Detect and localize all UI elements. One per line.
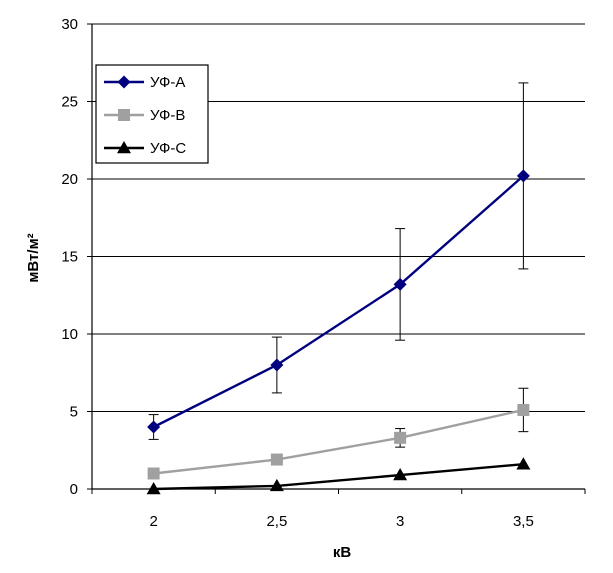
y-axis-title: мВт/м² <box>25 233 42 282</box>
data-point <box>393 468 408 481</box>
y-tick-label: 30 <box>61 16 78 33</box>
series-line <box>153 174 525 429</box>
x-tick-label: 3 <box>396 513 404 530</box>
data-point <box>516 169 530 183</box>
data-point <box>147 467 160 480</box>
legend-marker <box>118 109 130 121</box>
x-axis-title: кВ <box>333 544 352 561</box>
y-tick-label: 10 <box>61 326 78 343</box>
data-point <box>146 482 161 495</box>
data-point <box>269 478 284 492</box>
y-tick-label: 15 <box>61 249 78 266</box>
x-tick-label: 2,5 <box>266 513 287 530</box>
x-tick-labels: 2 2,5 3 3,5 <box>91 489 586 530</box>
y-tick-label: 20 <box>61 171 78 188</box>
legend-label: УФ-А <box>150 74 185 91</box>
series-3 <box>146 457 531 495</box>
y-tick-labels: 0 5 10 15 20 25 30 <box>61 16 92 498</box>
data-point <box>393 277 407 291</box>
legend-marker <box>117 75 131 89</box>
data-point <box>394 431 407 444</box>
y-tick-label: 0 <box>70 481 78 498</box>
series-layer <box>146 82 531 495</box>
series-line <box>153 463 524 491</box>
data-point <box>270 453 283 466</box>
legend-item: УФ-В <box>104 107 185 124</box>
legend-item: УФ-А <box>104 74 185 91</box>
data-point <box>270 358 284 372</box>
data-point <box>516 457 531 470</box>
x-tick-label: 3,5 <box>513 513 534 530</box>
y-tick-label: 25 <box>61 94 78 111</box>
x-tick-label: 2 <box>149 513 157 530</box>
series-line <box>153 408 524 475</box>
legend-item: УФ-С <box>104 140 186 157</box>
legend-marker <box>117 141 131 154</box>
series-2 <box>147 387 530 480</box>
series-1 <box>147 82 530 440</box>
legend-label: УФ-С <box>150 140 186 157</box>
legend-label: УФ-В <box>150 107 185 124</box>
y-tick-label: 5 <box>70 404 78 421</box>
legend: УФ-А УФ-В УФ-С <box>95 64 209 164</box>
data-point <box>517 403 530 416</box>
data-point <box>147 420 161 434</box>
